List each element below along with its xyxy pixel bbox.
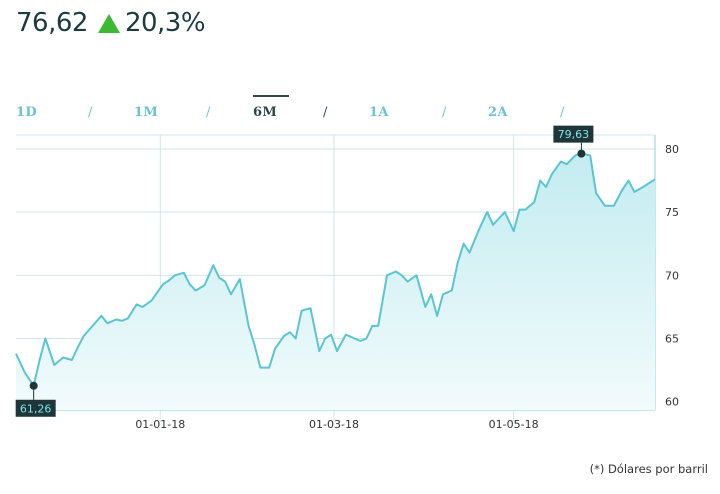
y-tick-label: 60 xyxy=(665,396,679,409)
tab-2a[interactable]: 2A xyxy=(488,105,508,120)
tab-separator: / xyxy=(560,105,565,120)
x-tick-label: 01-05-18 xyxy=(489,418,539,431)
active-tab-underline xyxy=(253,95,289,97)
range-tabs: 1D / 1M / 6M / 1A / 2A / xyxy=(0,95,720,125)
current-price: 76,62 xyxy=(16,8,88,38)
price-change: 20,3% xyxy=(124,8,206,38)
price-area-fill xyxy=(16,153,655,410)
price-chart: 60 65 70 75 80 01-01-18 01-03-18 01-05-18 61,26 7… xyxy=(15,125,679,431)
tab-1d[interactable]: 1D xyxy=(16,105,37,120)
tab-separator: / xyxy=(323,105,328,120)
y-tick-label: 75 xyxy=(665,206,679,219)
value-callout-box xyxy=(553,125,594,143)
y-tick-label: 65 xyxy=(665,333,679,346)
triangle-up-icon xyxy=(97,13,120,33)
footnote: (*) Dólares por barril xyxy=(589,462,708,476)
y-tick-label: 80 xyxy=(665,143,679,156)
tab-separator: / xyxy=(88,105,93,120)
value-callout-label: 79,63 xyxy=(558,128,590,141)
tab-separator: / xyxy=(442,105,447,120)
x-tick-label: 01-03-18 xyxy=(309,418,359,431)
value-callout-box xyxy=(15,399,56,417)
tab-1m[interactable]: 1M xyxy=(134,105,159,120)
value-callout-label: 61,26 xyxy=(20,402,52,415)
x-tick-label: 01-01-18 xyxy=(135,418,185,431)
tab-6m[interactable]: 6M xyxy=(253,105,278,120)
price-header: 76,62 20,3% xyxy=(16,8,206,38)
y-tick-label: 70 xyxy=(665,269,679,282)
tab-separator: / xyxy=(206,105,211,120)
tab-1a[interactable]: 1A xyxy=(369,105,389,120)
price-line xyxy=(15,152,656,387)
